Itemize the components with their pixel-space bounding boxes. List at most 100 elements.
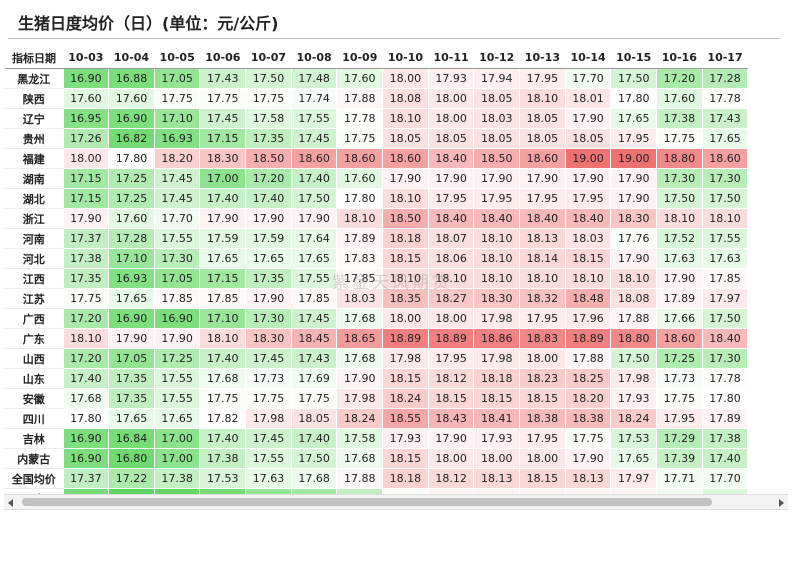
heatmap-cell: 18.80 xyxy=(656,148,703,169)
heatmap-cell: 17.93 xyxy=(382,428,429,449)
heatmap-cell: 17.48 xyxy=(290,68,338,89)
heatmap-cell: 18.10 xyxy=(473,268,521,289)
heatmap-cell: 18.32 xyxy=(519,288,566,309)
heatmap-cell: 18.10 xyxy=(701,208,749,229)
column-header-date[interactable]: 10-07 xyxy=(245,47,292,69)
heatmap-cell: 17.58 xyxy=(336,428,384,449)
scroll-left-arrow-icon[interactable] xyxy=(4,495,18,509)
heatmap-cell: 17.20 xyxy=(656,68,703,89)
table-row: 山东 17.40 17.35 17.55 17.68 17.73 17.69 17.90 18.… xyxy=(5,368,749,389)
column-header-date[interactable]: 10-13 xyxy=(519,47,566,69)
heatmap-cell: 18.45 xyxy=(290,328,338,349)
column-header-date[interactable]: 10-05 xyxy=(154,47,200,69)
table-row: 江苏 17.75 17.65 17.85 17.85 17.90 17.85 18.03 18.… xyxy=(5,288,749,309)
heatmap-cell: 17.35 xyxy=(108,388,155,409)
heatmap-cell: 17.75 xyxy=(153,88,201,109)
heatmap-cell: 16.90 xyxy=(62,448,110,469)
column-header-date[interactable]: 10-12 xyxy=(473,47,520,69)
heatmap-cell: 17.65 xyxy=(108,288,155,309)
heatmap-cell: 18.40 xyxy=(427,148,475,169)
heatmap-cell: 17.85 xyxy=(290,288,338,309)
heatmap-cell: 18.15 xyxy=(564,248,612,269)
heatmap-cell: 18.00 xyxy=(427,308,475,329)
heatmap-cell: 17.35 xyxy=(108,368,155,389)
row-header-region: 福建 xyxy=(5,148,63,169)
heatmap-cell: 17.88 xyxy=(336,468,384,489)
heatmap-cell: 17.97 xyxy=(610,468,658,489)
heatmap-cell: 17.65 xyxy=(108,408,155,429)
table-row: 福建 18.00 17.80 18.20 18.30 18.50 18.60 18.60 18.… xyxy=(5,148,749,169)
heatmap-cell: 18.10 xyxy=(199,328,247,349)
heatmap-cell: 17.85 xyxy=(336,268,384,289)
heatmap-cell: 17.30 xyxy=(701,348,749,369)
heatmap-cell: 17.30 xyxy=(245,308,292,329)
column-header-date[interactable]: 10-03 xyxy=(63,47,109,69)
heatmap-cell: 18.89 xyxy=(382,328,429,349)
heatmap-cell: 18.15 xyxy=(382,368,429,389)
heatmap-cell: 17.90 xyxy=(610,168,658,189)
column-header-date[interactable]: 10-08 xyxy=(291,47,337,69)
heatmap-cell: 18.10 xyxy=(382,108,429,129)
heatmap-cell: 18.01 xyxy=(564,88,612,109)
column-header-date[interactable]: 10-10 xyxy=(382,47,429,69)
heatmap-cell: 18.35 xyxy=(382,288,429,309)
heatmap-cell: 17.73 xyxy=(656,368,703,389)
scroll-right-arrow-icon[interactable] xyxy=(774,495,788,509)
heatmap-cell: 17.20 xyxy=(62,348,110,369)
column-header-date[interactable]: 10-06 xyxy=(199,47,246,69)
heatmap-cell: 17.80 xyxy=(336,188,384,209)
scrollbar-thumb[interactable] xyxy=(22,498,712,506)
table-row: 辽宁 16.95 16.90 17.10 17.45 17.58 17.55 17.78 18.… xyxy=(5,108,749,129)
row-header-region: 贵州 xyxy=(5,128,63,149)
heatmap-cell: 17.98 xyxy=(382,348,429,369)
column-header-date[interactable]: 10-15 xyxy=(610,47,657,69)
heatmap-cell: 18.60 xyxy=(382,148,429,169)
heatmap-cell: 18.15 xyxy=(473,388,521,409)
heatmap-cell: 17.59 xyxy=(245,228,292,249)
table-row: 安徽 17.68 17.35 17.55 17.75 17.75 17.75 17.98 18.… xyxy=(5,388,749,409)
heatmap-cell: 17.38 xyxy=(701,428,749,449)
heatmap-cell: 17.90 xyxy=(656,268,703,289)
column-header-date[interactable]: 10-04 xyxy=(108,47,155,69)
heatmap-cell: 17.40 xyxy=(199,188,247,209)
heatmap-cell: 18.30 xyxy=(199,148,247,169)
row-header-region: 山西 xyxy=(5,348,63,369)
row-header-region: 广西 xyxy=(5,308,63,329)
heatmap-cell: 17.75 xyxy=(199,388,247,409)
heatmap-cell: 17.65 xyxy=(199,248,247,269)
heatmap-cell: 17.90 xyxy=(336,368,384,389)
row-header-region: 江西 xyxy=(5,268,63,289)
heatmap-cell: 17.38 xyxy=(153,468,201,489)
heatmap-cell: 17.75 xyxy=(336,128,384,149)
heatmap-cell: 17.90 xyxy=(290,208,338,229)
horizontal-scrollbar[interactable] xyxy=(4,494,788,510)
column-header-date[interactable]: 10-11 xyxy=(428,47,474,69)
heatmap-cell: 18.86 xyxy=(473,328,521,349)
heatmap-cell: 18.08 xyxy=(382,88,429,109)
heatmap-cell: 17.50 xyxy=(610,348,658,369)
heatmap-cell: 17.90 xyxy=(519,168,566,189)
heatmap-cell: 17.90 xyxy=(245,208,292,229)
heatmap-cell: 17.50 xyxy=(701,308,749,329)
heatmap-cell: 17.85 xyxy=(153,288,201,309)
heatmap-cell: 17.90 xyxy=(427,168,475,189)
heatmap-cell: 17.63 xyxy=(656,248,703,269)
heatmap-cell: 17.90 xyxy=(564,108,612,129)
column-header-date[interactable]: 10-09 xyxy=(336,47,383,69)
heatmap-cell: 18.50 xyxy=(245,148,292,169)
heatmap-cell: 17.25 xyxy=(153,348,201,369)
heatmap-cell: 18.05 xyxy=(564,128,612,149)
column-header-date[interactable]: 10-14 xyxy=(565,47,611,69)
heatmap-cell: 17.75 xyxy=(245,88,292,109)
heatmap-cell: 17.15 xyxy=(199,128,247,149)
heatmap-cell: 17.37 xyxy=(62,468,110,489)
heatmap-cell: 17.90 xyxy=(564,448,612,469)
column-header-date[interactable]: 10-17 xyxy=(702,47,748,69)
heatmap-cell: 17.65 xyxy=(701,128,749,149)
column-header-date[interactable]: 10-16 xyxy=(656,47,703,69)
heatmap-cell: 17.98 xyxy=(245,408,292,429)
heatmap-cell: 18.05 xyxy=(519,108,566,129)
row-header-region: 黑龙江 xyxy=(5,68,63,89)
heatmap-cell: 18.05 xyxy=(473,128,521,149)
table-row: 贵州 17.26 16.82 16.93 17.15 17.35 17.45 17.75 18.… xyxy=(5,128,749,149)
